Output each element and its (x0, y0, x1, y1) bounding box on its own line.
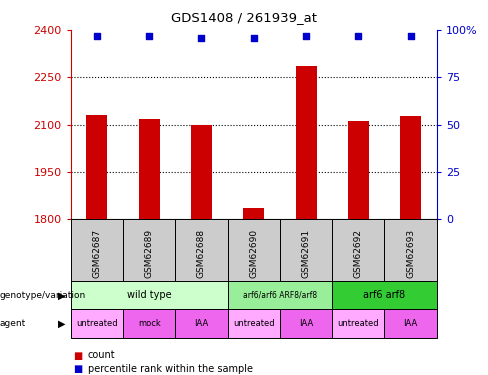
Text: genotype/variation: genotype/variation (0, 291, 86, 300)
Text: wild type: wild type (127, 290, 171, 300)
Text: GSM62691: GSM62691 (302, 229, 310, 278)
Text: GSM62692: GSM62692 (354, 229, 363, 278)
Text: mock: mock (138, 319, 161, 328)
Text: GSM62693: GSM62693 (406, 229, 415, 278)
Bar (296, 66, 317, 219)
Bar (348, 121, 369, 219)
Text: count: count (88, 351, 116, 360)
Text: percentile rank within the sample: percentile rank within the sample (88, 364, 253, 374)
Text: ■: ■ (73, 364, 82, 374)
Text: agent: agent (0, 319, 26, 328)
Text: IAA: IAA (194, 319, 208, 328)
Bar (400, 116, 421, 219)
Point (93, 33, 101, 39)
Text: GSM62689: GSM62689 (144, 229, 154, 278)
Text: ▶: ▶ (59, 318, 66, 328)
Point (145, 33, 153, 39)
Bar (244, 209, 264, 219)
Text: GSM62688: GSM62688 (197, 229, 206, 278)
Text: untreated: untreated (233, 319, 275, 328)
Text: GDS1408 / 261939_at: GDS1408 / 261939_at (171, 11, 317, 24)
Text: GSM62687: GSM62687 (92, 229, 102, 278)
Point (302, 33, 310, 39)
Text: untreated: untreated (338, 319, 379, 328)
Text: untreated: untreated (76, 319, 118, 328)
Text: ▶: ▶ (59, 290, 66, 300)
Text: arf6 arf8: arf6 arf8 (364, 290, 406, 300)
Text: arf6/arf6 ARF8/arf8: arf6/arf6 ARF8/arf8 (243, 291, 317, 300)
Text: IAA: IAA (404, 319, 418, 328)
Bar (86, 115, 107, 219)
Text: ■: ■ (73, 351, 82, 360)
Point (198, 34, 205, 40)
Bar (191, 124, 212, 219)
Point (250, 34, 258, 40)
Point (354, 33, 362, 39)
Text: GSM62690: GSM62690 (249, 229, 258, 278)
Text: IAA: IAA (299, 319, 313, 328)
Point (407, 33, 414, 39)
Bar (139, 119, 160, 219)
